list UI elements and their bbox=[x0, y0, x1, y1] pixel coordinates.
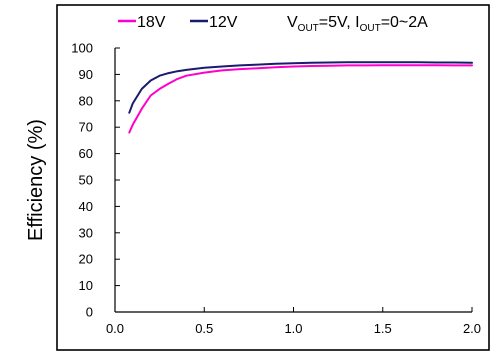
legend: 18V 12V bbox=[118, 14, 238, 31]
x-tick-label: 1.0 bbox=[284, 321, 302, 336]
x-tick-label: 0.0 bbox=[106, 321, 124, 336]
y-axis-ticks: 0 10 20 30 40 50 60 70 80 90 100 bbox=[71, 41, 120, 320]
vout-prefix: V bbox=[287, 14, 298, 31]
y-tick-label: 40 bbox=[79, 199, 93, 214]
y-axis-label: Efficiency (%) bbox=[25, 119, 47, 241]
y-tick-label: 60 bbox=[79, 146, 93, 161]
legend-label-12v: 12V bbox=[209, 14, 238, 31]
iout-subscript: OUT bbox=[360, 23, 381, 34]
vout-subscript: OUT bbox=[298, 23, 319, 34]
plot-frame bbox=[56, 4, 490, 351]
iout-value: =0~2A bbox=[381, 14, 428, 31]
series-line-12v bbox=[128, 61, 473, 114]
iout-prefix: I bbox=[355, 14, 359, 31]
y-tick-label: 100 bbox=[71, 41, 93, 56]
y-tick-label: 90 bbox=[79, 67, 93, 82]
x-tick-label: 1.5 bbox=[374, 321, 392, 336]
x-tick-label: 2.0 bbox=[463, 321, 481, 336]
y-tick-label: 80 bbox=[79, 93, 93, 108]
series-line-18v bbox=[128, 64, 473, 134]
y-tick-label: 30 bbox=[79, 225, 93, 240]
y-tick-label: 10 bbox=[79, 278, 93, 293]
y-tick-label: 50 bbox=[79, 173, 93, 188]
y-tick-label: 20 bbox=[79, 252, 93, 267]
x-tick-label: 0.5 bbox=[195, 321, 213, 336]
operating-conditions: VOUT=5V, IOUT=0~2A bbox=[287, 14, 428, 34]
legend-label-18v: 18V bbox=[137, 14, 166, 31]
x-axis-ticks: 0.0 0.5 1.0 1.5 2.0 bbox=[106, 307, 481, 336]
series-layer bbox=[128, 61, 473, 134]
y-tick-label: 70 bbox=[79, 120, 93, 135]
vout-value: =5V, bbox=[319, 14, 355, 31]
y-tick-label: 0 bbox=[86, 305, 93, 320]
